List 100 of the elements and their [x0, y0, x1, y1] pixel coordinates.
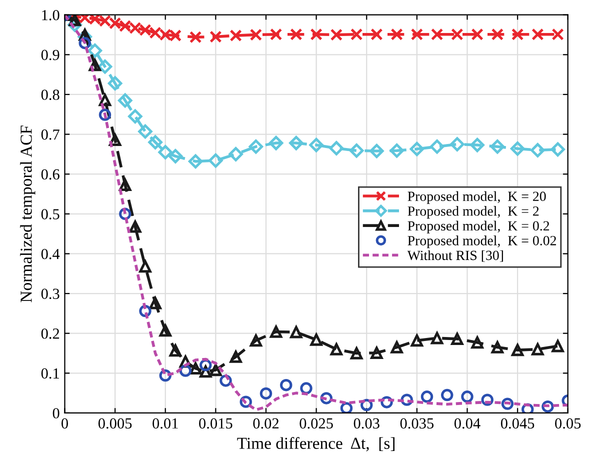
- point: [129, 220, 142, 233]
- point: [270, 326, 282, 338]
- y-tick-label: 0.1: [41, 368, 59, 379]
- point: [228, 147, 243, 162]
- point: [270, 28, 282, 40]
- y-tick-label: 1.0: [42, 10, 60, 20]
- point: [310, 334, 322, 346]
- point: [108, 76, 122, 90]
- point: [230, 29, 242, 42]
- y-axis-title: Normalized temporal ACF: [20, 126, 36, 302]
- point: [250, 28, 262, 41]
- point: [370, 144, 384, 158]
- point: [210, 364, 222, 376]
- y-tick-label: 0: [52, 408, 60, 418]
- legend-label: Proposed model, K = 2: [408, 206, 539, 219]
- x-tick-label: 0.02: [253, 418, 279, 429]
- point: [370, 28, 383, 40]
- point: [189, 362, 202, 374]
- point: [410, 334, 424, 347]
- point: [430, 139, 444, 154]
- point: [511, 28, 524, 40]
- point: [451, 332, 464, 346]
- y-tick-label: 0.8: [41, 90, 60, 100]
- legend-label: Without RIS [30]: [407, 250, 503, 262]
- point: [501, 398, 514, 410]
- x-tick-label: 0.015: [199, 418, 232, 429]
- point: [471, 28, 484, 40]
- point: [260, 387, 272, 400]
- point: [390, 341, 403, 354]
- point: [138, 124, 152, 139]
- point: [268, 136, 284, 150]
- point: [470, 138, 484, 152]
- point: [350, 347, 363, 360]
- point: [340, 402, 353, 413]
- x-tick-label: 0.025: [300, 418, 333, 429]
- y-tick-label: 0.7: [41, 129, 60, 140]
- point: [230, 350, 242, 363]
- y-tick-label: 0.2: [41, 328, 60, 339]
- x-tick-label: 0.04: [454, 418, 480, 429]
- point: [390, 143, 404, 158]
- point: [511, 344, 524, 356]
- point: [532, 28, 544, 40]
- point: [208, 153, 223, 168]
- point: [552, 28, 564, 40]
- point: [550, 142, 565, 157]
- x-tick-label: 0.01: [152, 418, 178, 429]
- point: [532, 343, 544, 356]
- point: [290, 28, 302, 40]
- point: [280, 378, 292, 392]
- point: [390, 28, 403, 40]
- point: [349, 143, 364, 158]
- y-tick-label: 0.3: [41, 288, 60, 300]
- point: [471, 336, 484, 349]
- x-axis-title: Time difference Δt, [s]: [237, 437, 394, 452]
- point: [149, 296, 162, 310]
- point: [491, 341, 504, 354]
- point: [188, 154, 203, 168]
- point: [148, 135, 162, 150]
- point: [552, 340, 564, 352]
- y-tick-label: 0.5: [41, 209, 60, 220]
- x-tick-label: 0.03: [354, 418, 380, 429]
- point: [309, 138, 324, 152]
- point: [168, 149, 183, 164]
- x-tick-label: 0.045: [500, 418, 534, 429]
- point: [329, 141, 344, 156]
- point: [88, 44, 102, 58]
- point: [510, 141, 525, 156]
- point: [370, 346, 383, 359]
- point: [410, 142, 424, 156]
- point: [461, 390, 474, 403]
- y-tick-label: 0.4: [41, 248, 60, 260]
- point: [491, 28, 504, 40]
- point: [410, 28, 424, 40]
- x-tick-label: 0.005: [98, 418, 132, 429]
- legend-label: Proposed model, K = 0.02: [408, 236, 556, 248]
- x-tick-label: 0.035: [400, 418, 434, 429]
- point: [210, 30, 222, 43]
- point: [430, 332, 444, 344]
- point: [330, 343, 343, 356]
- y-tick-label: 0.9: [41, 50, 60, 60]
- point: [441, 388, 454, 402]
- y-tick-label: 0.6: [41, 169, 60, 180]
- legend-label: Proposed model, K = 0.2: [408, 220, 550, 234]
- x-tick-label: 0: [62, 418, 68, 429]
- point: [451, 28, 464, 40]
- point: [139, 260, 152, 273]
- x-tick-label: 0.05: [555, 418, 581, 429]
- point: [350, 28, 363, 40]
- point: [189, 31, 202, 44]
- point: [420, 390, 434, 403]
- point: [248, 139, 264, 154]
- legend-label: Proposed model, K = 20: [408, 191, 546, 204]
- point: [430, 28, 444, 40]
- point: [158, 145, 173, 160]
- point: [128, 109, 142, 124]
- point: [250, 334, 262, 347]
- point: [481, 394, 494, 406]
- point: [98, 108, 112, 121]
- point: [530, 143, 545, 158]
- point: [119, 178, 132, 191]
